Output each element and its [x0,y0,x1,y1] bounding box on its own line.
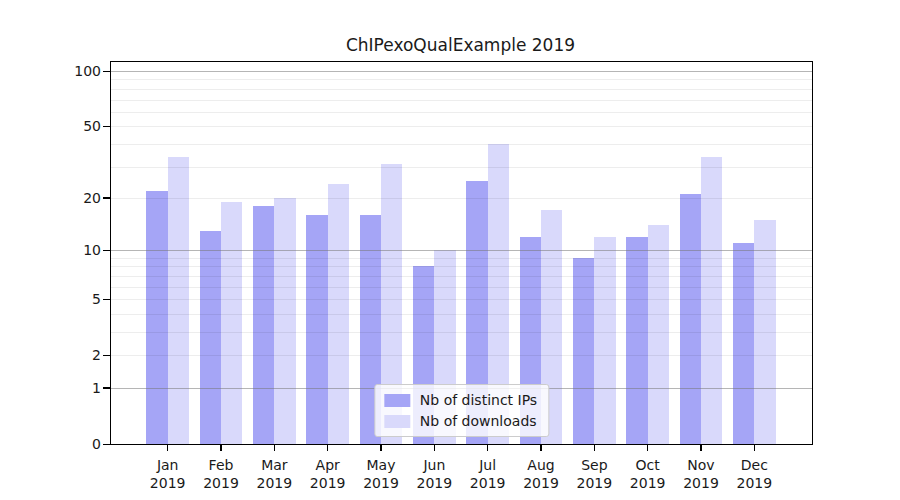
chart-figure: ChIPexoQualExample 2019 0125102050100Jan… [0,0,900,500]
x-tick-dec [754,444,756,451]
x-tick-label-nov: Nov2019 [671,456,731,492]
gridline-minor-70 [111,100,812,101]
bar-nb-of-downloads-mar [274,198,295,444]
x-tick-label-jan: Jan2019 [138,456,198,492]
y-tick-10 [103,250,110,252]
bar-nb-of-downloads-sep [594,237,615,444]
gridline-major-100 [111,71,812,72]
y-tick-label-0: 0 [55,437,101,451]
x-tick-feb [220,444,222,451]
y-tick-2 [103,355,110,357]
gridline-minor-7 [111,276,812,277]
chart-title: ChIPexoQualExample 2019 [110,35,811,55]
y-tick-0 [103,444,110,446]
gridline-minor-2 [111,355,812,356]
x-tick-mar [274,444,276,451]
y-tick-100 [103,71,110,73]
bar-nb-of-downloads-nov [701,157,722,444]
x-tick-label-apr: Apr2019 [298,456,358,492]
x-tick-aug [540,444,542,451]
legend-entry-downloads: Nb of downloads [384,413,537,429]
bar-nb-of-distinct-ips-oct [626,237,647,444]
legend-label-downloads: Nb of downloads [420,413,537,429]
y-tick-label-20: 20 [55,191,101,205]
legend: Nb of distinct IPs Nb of downloads [374,384,549,437]
gridline-minor-40 [111,144,812,145]
legend-label-distinct-ips: Nb of distinct IPs [420,392,537,408]
bar-nb-of-distinct-ips-nov [680,194,701,444]
bar-nb-of-distinct-ips-mar [253,206,274,444]
x-tick-label-may: May2019 [351,456,411,492]
bar-nb-of-distinct-ips-feb [200,231,221,444]
gridline-minor-4 [111,314,812,315]
y-tick-label-10: 10 [55,243,101,257]
x-tick-label-dec: Dec2019 [724,456,784,492]
legend-swatch-downloads [384,415,410,428]
x-tick-jul [487,444,489,451]
gridline-minor-60 [111,112,812,113]
x-tick-nov [700,444,702,451]
x-tick-jan [167,444,169,451]
y-tick-1 [103,387,110,389]
gridline-minor-80 [111,89,812,90]
x-tick-label-jul: Jul2019 [458,456,518,492]
y-tick-label-5: 5 [55,292,101,306]
gridline-minor-9 [111,258,812,259]
y-tick-50 [103,126,110,128]
y-tick-20 [103,197,110,199]
bar-nb-of-downloads-feb [221,202,242,444]
x-tick-label-mar: Mar2019 [244,456,304,492]
legend-entry-distinct-ips: Nb of distinct IPs [384,392,537,408]
x-tick-label-feb: Feb2019 [191,456,251,492]
x-tick-label-sep: Sep2019 [564,456,624,492]
gridline-minor-30 [111,167,812,168]
x-tick-jun [434,444,436,451]
legend-swatch-distinct-ips [384,394,410,407]
y-tick-5 [103,299,110,301]
gridline-minor-8 [111,266,812,267]
gridline-minor-6 [111,287,812,288]
gridline-major-10 [111,250,812,251]
x-tick-oct [647,444,649,451]
bar-nb-of-downloads-jan [168,157,189,444]
y-tick-label-50: 50 [55,119,101,133]
bar-nb-of-distinct-ips-dec [733,243,754,444]
bar-nb-of-distinct-ips-jan [146,191,167,444]
gridline-minor-50 [111,126,812,127]
y-tick-label-100: 100 [55,64,101,78]
x-tick-label-jun: Jun2019 [404,456,464,492]
gridline-minor-90 [111,79,812,80]
x-tick-label-oct: Oct2019 [618,456,678,492]
y-tick-label-1: 1 [55,381,101,395]
gridline-minor-20 [111,198,812,199]
plot-area: 0125102050100Jan2019Feb2019Mar2019Apr201… [110,61,813,445]
gridline-minor-3 [111,332,812,333]
gridline-minor-5 [111,299,812,300]
x-tick-may [380,444,382,451]
x-tick-apr [327,444,329,451]
x-tick-label-aug: Aug2019 [511,456,571,492]
x-tick-sep [594,444,596,451]
y-tick-label-2: 2 [55,348,101,362]
